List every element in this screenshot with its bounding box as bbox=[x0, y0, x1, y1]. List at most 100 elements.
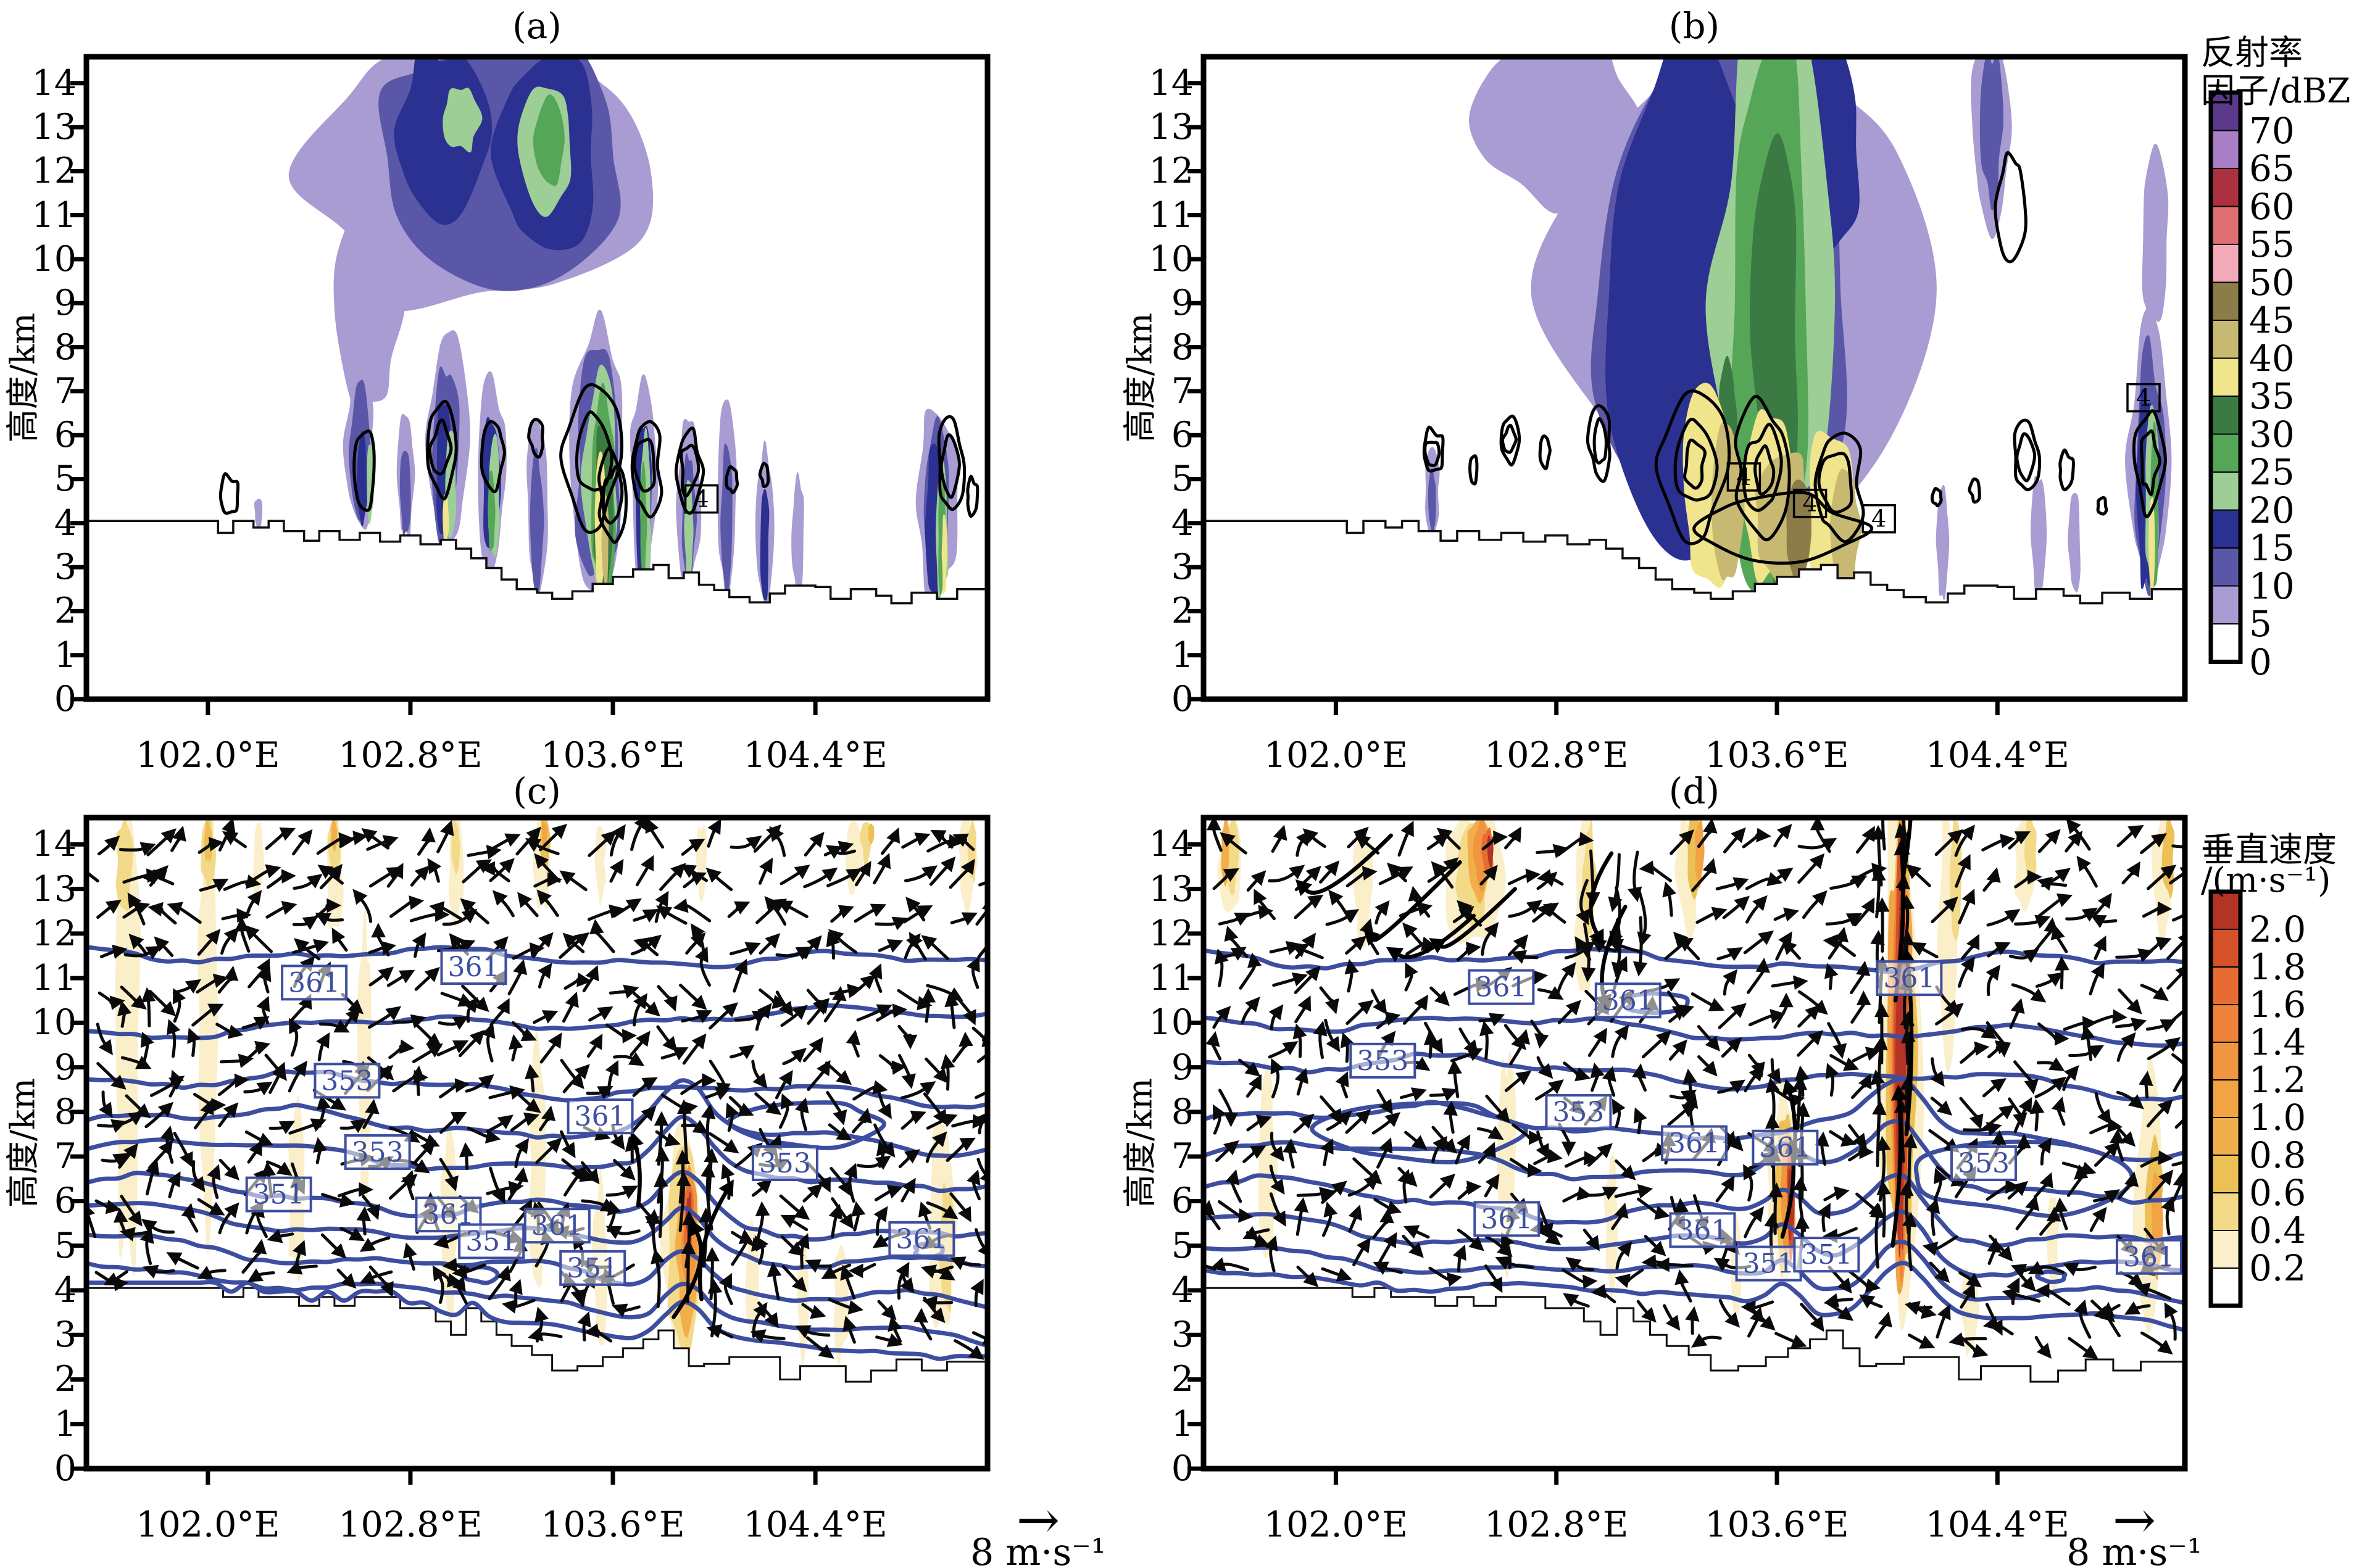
svg-text:353: 353 bbox=[1958, 1148, 2010, 1179]
panel-b-title: (b) bbox=[1668, 5, 1720, 47]
svg-text:361: 361 bbox=[1883, 963, 1935, 994]
y-axis-label-d: 高度/km bbox=[1120, 1077, 1160, 1208]
svg-text:353: 353 bbox=[1552, 1097, 1604, 1128]
colorbar-label: 5 bbox=[2249, 603, 2272, 645]
y-tick-label: 4 bbox=[54, 502, 77, 544]
y-tick-label: 7 bbox=[1171, 370, 1194, 412]
y-tick-label: 5 bbox=[54, 458, 77, 500]
y-tick-label: 13 bbox=[31, 868, 77, 910]
y-tick-label: 10 bbox=[1149, 238, 1194, 280]
svg-text:353: 353 bbox=[1357, 1045, 1408, 1077]
y-tick-label: 0 bbox=[54, 1448, 77, 1489]
x-tick-label: 102.8°E bbox=[338, 735, 483, 776]
y-tick-label: 6 bbox=[54, 415, 77, 456]
y-tick-label: 0 bbox=[54, 679, 77, 720]
x-tick-label: 104.4°E bbox=[743, 735, 888, 776]
y-tick-label: 9 bbox=[54, 283, 77, 324]
colorbar-label: 2.0 bbox=[2249, 908, 2306, 950]
panel-d-field: 361 361 361 353 353 361 361 361 361 353 351 351 361 bbox=[1204, 818, 2185, 1469]
y-tick-label: 12 bbox=[1149, 151, 1194, 192]
y-tick-label: 10 bbox=[31, 238, 77, 280]
svg-text:4: 4 bbox=[1871, 505, 1886, 533]
colorbar-label: 0 bbox=[2249, 641, 2272, 683]
x-tick-label: 103.6°E bbox=[1705, 1504, 1849, 1545]
svg-text:353: 353 bbox=[321, 1065, 373, 1097]
colorbar-label: 1.4 bbox=[2249, 1021, 2306, 1063]
vector-scale-arrow-icon: → bbox=[1016, 1490, 1060, 1550]
panel-c-title: (c) bbox=[513, 770, 561, 812]
y-tick-label: 1 bbox=[54, 1403, 77, 1445]
x-tick-label: 104.4°E bbox=[1925, 735, 2069, 776]
colorbar-label: 0.8 bbox=[2249, 1134, 2306, 1176]
y-tick-label: 11 bbox=[31, 194, 77, 236]
y-axis-label-b: 高度/km bbox=[1120, 312, 1160, 443]
svg-text:361: 361 bbox=[1668, 1128, 1720, 1159]
x-tick-label: 102.8°E bbox=[1484, 735, 1629, 776]
y-tick-label: 8 bbox=[1171, 326, 1194, 368]
y-tick-label: 13 bbox=[31, 107, 77, 148]
colorbar-label: 35 bbox=[2249, 375, 2295, 417]
y-tick-label: 3 bbox=[54, 1314, 77, 1356]
y-tick-label: 3 bbox=[1171, 547, 1194, 588]
svg-text:4: 4 bbox=[1802, 490, 1817, 517]
vector-scale-legend-c: → 8 m·s⁻¹ bbox=[970, 1490, 1106, 1568]
svg-text:361: 361 bbox=[575, 1101, 626, 1132]
x-tick-label: 102.8°E bbox=[1484, 1504, 1629, 1545]
y-tick-label: 8 bbox=[54, 326, 77, 368]
vector-scale-arrow-icon: → bbox=[2112, 1490, 2156, 1550]
y-tick-label: 14 bbox=[1149, 824, 1194, 865]
reflectivity-colorbar-title-line2: 因子/dBZ bbox=[2201, 71, 2351, 110]
reflectivity-colorbar-title-line1: 反射率 bbox=[2201, 33, 2303, 72]
colorbar-label: 40 bbox=[2249, 337, 2295, 380]
colorbar-label: 0.4 bbox=[2249, 1209, 2306, 1251]
y-axis-label-c: 高度/km bbox=[3, 1077, 43, 1208]
svg-text:351: 351 bbox=[567, 1253, 618, 1284]
colorbar-label: 45 bbox=[2249, 299, 2295, 341]
x-tick-label: 102.0°E bbox=[1263, 735, 1408, 776]
y-tick-label: 4 bbox=[1171, 502, 1194, 544]
y-tick-label: 11 bbox=[1149, 958, 1194, 999]
colorbar-label: 55 bbox=[2249, 223, 2295, 265]
svg-text:361: 361 bbox=[1481, 1203, 1533, 1235]
y-tick-label: 4 bbox=[1171, 1269, 1194, 1311]
svg-text:351: 351 bbox=[1743, 1248, 1795, 1280]
colorbar-label: 1.8 bbox=[2249, 946, 2306, 988]
y-tick-label: 9 bbox=[1171, 1047, 1194, 1088]
svg-text:4: 4 bbox=[694, 486, 709, 513]
y-tick-label: 0 bbox=[1171, 679, 1194, 720]
y-tick-label: 6 bbox=[54, 1180, 77, 1222]
svg-text:361: 361 bbox=[1759, 1132, 1811, 1164]
y-tick-label: 7 bbox=[54, 1136, 77, 1177]
panel-b-field: 4 4 4 4 bbox=[1204, 57, 2185, 699]
y-tick-label: 2 bbox=[1171, 591, 1194, 632]
y-tick-label: 11 bbox=[31, 958, 77, 999]
y-tick-label: 5 bbox=[1171, 1225, 1194, 1266]
panel-a-title: (a) bbox=[512, 5, 562, 47]
y-tick-label: 6 bbox=[1171, 1180, 1194, 1222]
colorbar-label: 0.6 bbox=[2249, 1172, 2306, 1214]
svg-text:361: 361 bbox=[896, 1224, 947, 1255]
vector-scale-label: 8 m·s⁻¹ bbox=[2066, 1531, 2202, 1568]
colorbar-label: 20 bbox=[2249, 489, 2295, 531]
colorbar-label: 25 bbox=[2249, 451, 2295, 493]
x-tick-label: 103.6°E bbox=[541, 1504, 685, 1545]
colorbar-label: 1.6 bbox=[2249, 984, 2306, 1026]
svg-text:4: 4 bbox=[1736, 463, 1751, 491]
y-tick-label: 8 bbox=[54, 1091, 77, 1132]
y-tick-label: 12 bbox=[31, 151, 77, 192]
svg-text:361: 361 bbox=[1676, 1214, 1728, 1246]
x-tick-label: 103.6°E bbox=[1705, 735, 1849, 776]
colorbar-label: 60 bbox=[2249, 185, 2295, 228]
y-tick-label: 0 bbox=[1171, 1448, 1194, 1489]
svg-text:353: 353 bbox=[759, 1148, 811, 1179]
y-tick-label: 14 bbox=[1149, 62, 1194, 104]
colorbar-label: 0.2 bbox=[2249, 1247, 2306, 1289]
y-tick-label: 2 bbox=[54, 1359, 77, 1400]
colorbar-label: 30 bbox=[2249, 413, 2295, 455]
y-tick-label: 1 bbox=[1171, 1403, 1194, 1445]
colorbar-label: 70 bbox=[2249, 109, 2295, 152]
y-tick-label: 9 bbox=[1171, 283, 1194, 324]
